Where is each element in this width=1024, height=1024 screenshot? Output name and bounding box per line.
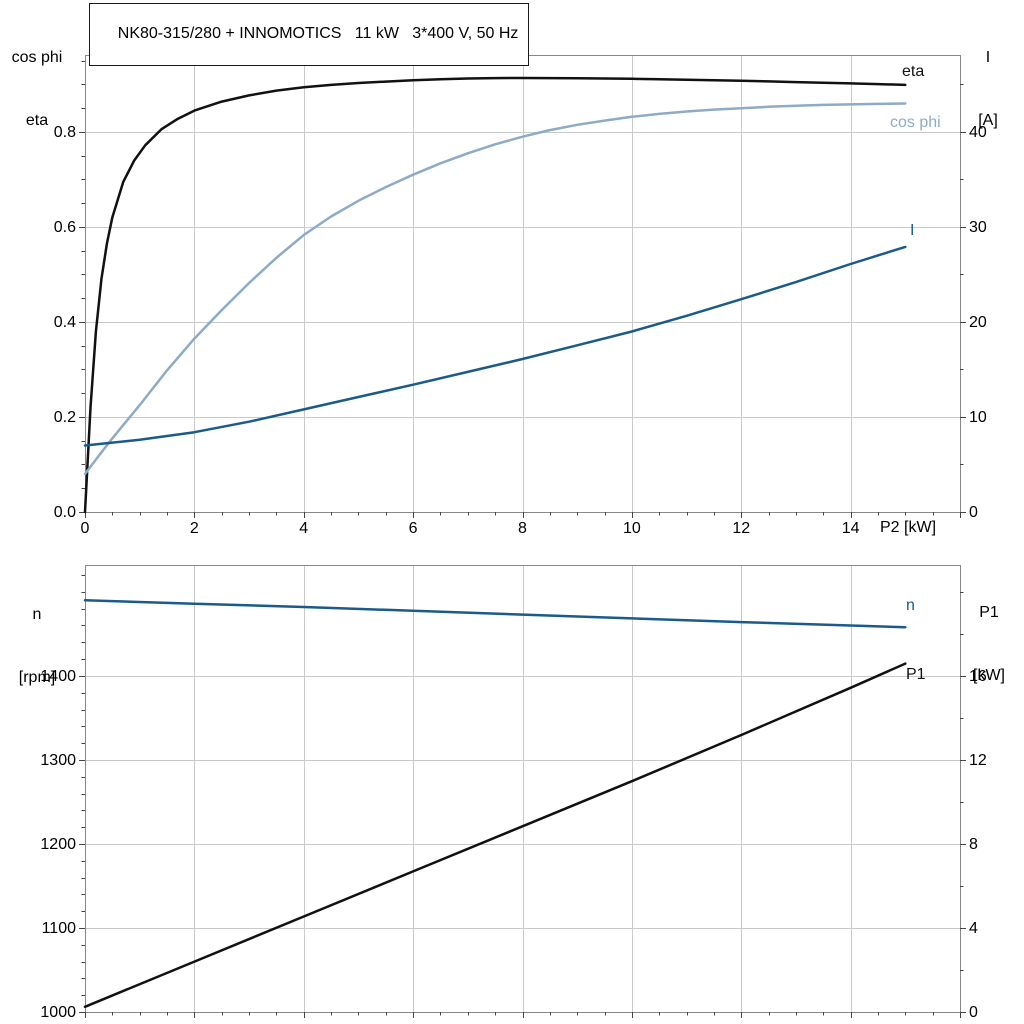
- svg-text:10: 10: [623, 520, 641, 537]
- bottom-right-axis-unit: P1 [kW]: [960, 560, 1018, 728]
- top-chart-series-eta: [83, 76, 907, 514]
- eta-curve-label: eta: [902, 63, 925, 80]
- bottom-chart-tick-labels: 1000 1100 1200 1300 1400 0 4 8 12 16: [40, 668, 986, 1021]
- bottom-chart-ticks: [79, 575, 966, 1018]
- x-axis-unit-label: P2 [kW]: [880, 519, 937, 536]
- bottom-left-axis-unit: n [rpm]: [6, 562, 68, 730]
- svg-text:8: 8: [969, 836, 978, 853]
- p1-axis-unit-line1: P1: [979, 604, 999, 621]
- svg-text:14: 14: [842, 520, 860, 537]
- bottom-chart-series-n: [83, 599, 907, 629]
- svg-text:1200: 1200: [40, 836, 76, 853]
- svg-text:10: 10: [969, 409, 987, 426]
- svg-text:2: 2: [190, 520, 199, 537]
- svg-text:12: 12: [969, 752, 987, 769]
- svg-text:1300: 1300: [40, 752, 76, 769]
- svg-text:0: 0: [969, 1004, 978, 1021]
- svg-text:1000: 1000: [40, 1004, 76, 1021]
- top-chart-ticks: [79, 61, 966, 518]
- top-right-axis-unit: I [A]: [962, 5, 1014, 173]
- speed-curve-label: n: [906, 597, 915, 614]
- top-chart-tick-labels: 0 2 4 6 8 10 12 14 0.0 0.2 0.4 0.6 0.8 0 10 20 30 40: [54, 124, 987, 537]
- svg-text:0.2: 0.2: [54, 409, 76, 426]
- svg-text:0.8: 0.8: [54, 124, 76, 141]
- speed-axis-unit-line1: n: [32, 606, 42, 623]
- svg-text:0.6: 0.6: [54, 219, 76, 236]
- chart-title: NK80-315/280 + INNOMOTICS 11 kW 3*400 V,…: [117, 25, 519, 42]
- title-box: NK80-315/280 + INNOMOTICS 11 kW 3*400 V,…: [89, 3, 530, 66]
- svg-text:16: 16: [969, 668, 987, 685]
- p1-curve-label: P1: [906, 666, 926, 683]
- current-curve-label: I: [910, 222, 915, 239]
- svg-text:1400: 1400: [40, 668, 76, 685]
- bottom-chart-grid: [85, 565, 960, 1012]
- svg-text:4: 4: [969, 920, 978, 937]
- svg-text:0: 0: [81, 520, 90, 537]
- speed-axis-unit-line2: [rpm]: [18, 669, 56, 686]
- left-axis-unit-line2: eta: [25, 112, 49, 129]
- svg-text:12: 12: [732, 520, 750, 537]
- right-axis-unit-line2: [A]: [978, 112, 998, 129]
- svg-text:0.0: 0.0: [54, 504, 76, 521]
- bottom-chart-series-p1: [83, 662, 907, 1009]
- svg-text:4: 4: [299, 520, 308, 537]
- svg-text:30: 30: [969, 219, 987, 236]
- top-left-axis-unit: cos phi eta: [6, 5, 68, 173]
- svg-text:8: 8: [518, 520, 527, 537]
- top-chart-series-cos-phi: [83, 102, 907, 476]
- svg-text:40: 40: [969, 124, 987, 141]
- top-chart-series-i: [83, 245, 907, 447]
- svg-text:1100: 1100: [42, 920, 77, 937]
- right-axis-unit-line1: I: [985, 49, 991, 66]
- svg-text:0.4: 0.4: [54, 314, 76, 331]
- left-axis-unit-line1: cos phi: [11, 49, 63, 66]
- svg-text:0: 0: [969, 504, 978, 521]
- svg-text:6: 6: [409, 520, 418, 537]
- p1-axis-unit-line2: [kW]: [973, 667, 1005, 684]
- top-chart-grid: [85, 55, 960, 512]
- cos-phi-curve-label: cos phi: [890, 114, 941, 131]
- svg-text:20: 20: [969, 314, 987, 331]
